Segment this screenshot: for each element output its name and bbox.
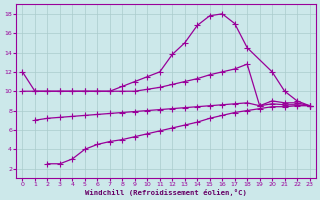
X-axis label: Windchill (Refroidissement éolien,°C): Windchill (Refroidissement éolien,°C): [85, 189, 247, 196]
